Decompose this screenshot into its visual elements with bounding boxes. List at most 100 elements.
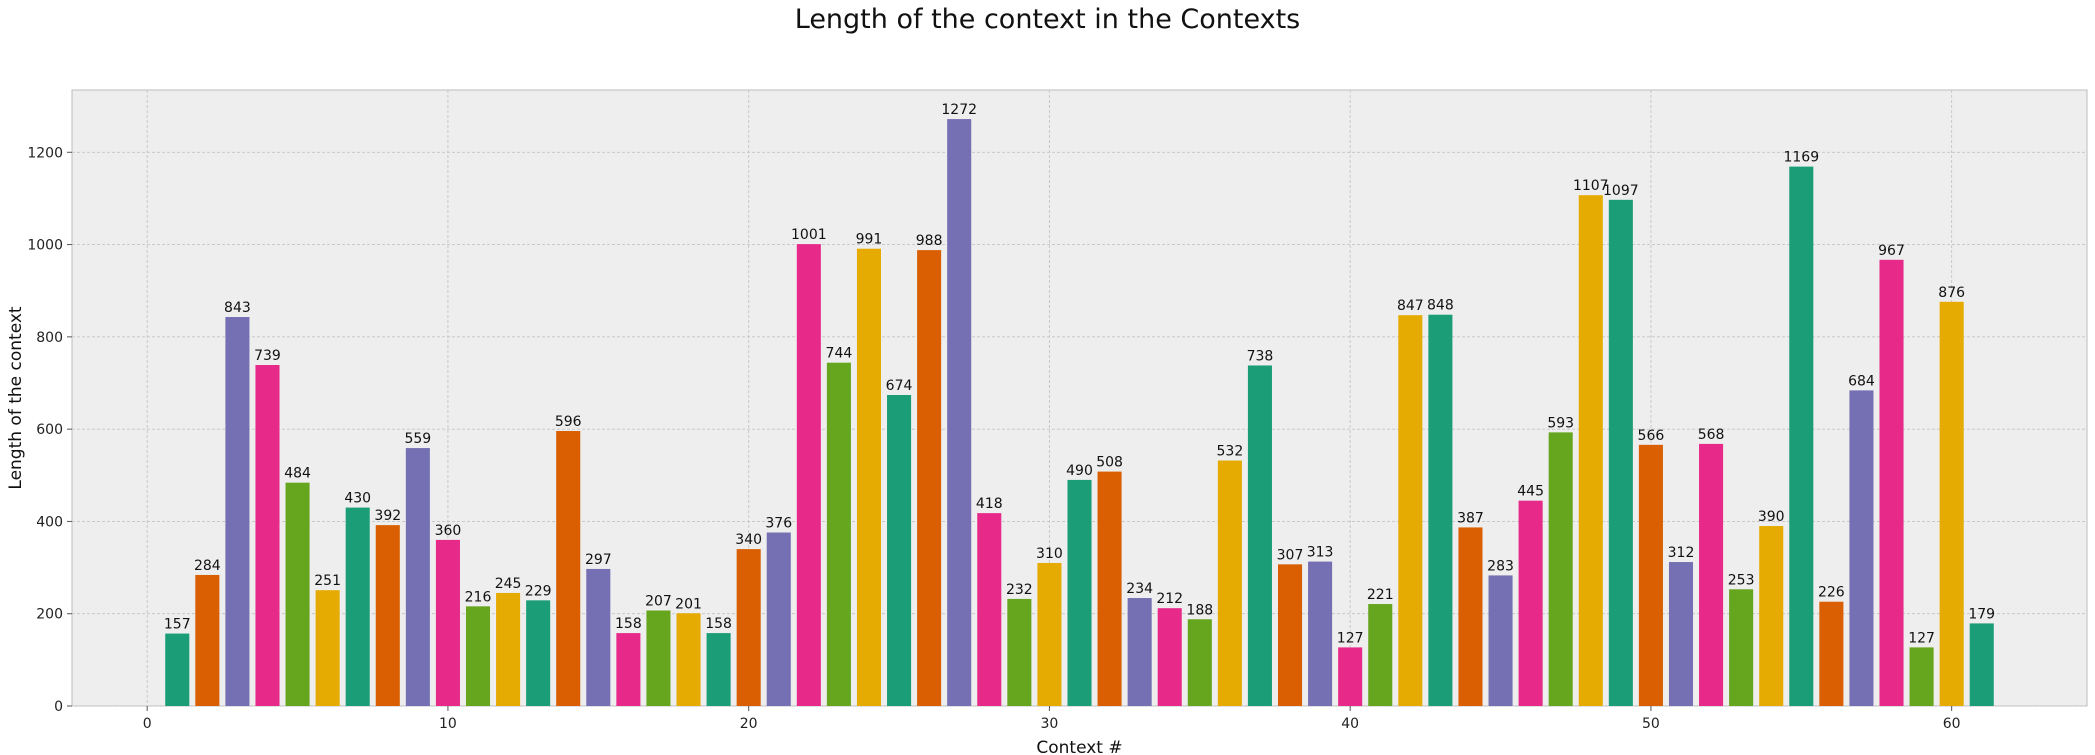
bars xyxy=(165,119,1994,707)
bar xyxy=(1067,479,1092,706)
data-label: 1097 xyxy=(1603,183,1639,199)
bar xyxy=(375,525,400,706)
data-label: 216 xyxy=(465,589,492,605)
bar xyxy=(616,633,641,706)
x-tick-label: 60 xyxy=(1943,716,1961,732)
y-axis-label: Length of the context xyxy=(6,306,26,490)
bar xyxy=(766,532,791,706)
bar xyxy=(195,574,220,706)
data-label: 847 xyxy=(1397,298,1424,314)
bar xyxy=(165,633,190,706)
data-label: 158 xyxy=(705,616,732,632)
data-label: 307 xyxy=(1277,547,1304,563)
data-label: 207 xyxy=(645,593,672,609)
bar xyxy=(315,590,340,706)
bar xyxy=(917,250,942,706)
y-tick-label: 1200 xyxy=(27,145,63,161)
y-tick-label: 400 xyxy=(36,514,63,530)
data-label: 310 xyxy=(1036,546,1063,562)
x-axis-label: Context # xyxy=(1036,738,1122,755)
y-tick-label: 1000 xyxy=(27,238,63,254)
bar xyxy=(856,248,882,706)
bar xyxy=(1187,619,1212,706)
bar xyxy=(1849,390,1874,706)
bar xyxy=(887,395,912,706)
bar xyxy=(1518,500,1543,706)
data-label: 532 xyxy=(1217,444,1244,460)
bar xyxy=(1939,301,1964,706)
x-tick-label: 40 xyxy=(1341,716,1359,732)
bar xyxy=(1277,564,1303,706)
bar xyxy=(1037,562,1062,706)
bar xyxy=(1458,527,1483,706)
bar xyxy=(526,600,551,706)
data-label: 1272 xyxy=(941,102,977,118)
data-label: 843 xyxy=(224,300,251,316)
y-tick-label: 200 xyxy=(36,607,63,623)
bar xyxy=(1217,460,1242,706)
bar xyxy=(1789,166,1814,706)
bar xyxy=(977,513,1002,706)
data-label: 226 xyxy=(1818,585,1845,601)
data-label: 127 xyxy=(1908,630,1935,646)
bar xyxy=(1759,526,1784,706)
data-label: 392 xyxy=(374,508,401,524)
bar xyxy=(556,430,581,706)
data-label: 158 xyxy=(615,616,642,632)
data-label: 430 xyxy=(344,491,371,507)
data-label: 674 xyxy=(886,378,913,394)
bar xyxy=(586,568,611,706)
data-label: 360 xyxy=(435,523,462,539)
data-label: 188 xyxy=(1186,602,1213,618)
bar xyxy=(345,507,370,706)
x-tick-label: 30 xyxy=(1041,716,1059,732)
x-tick-label: 20 xyxy=(740,716,758,732)
data-label: 340 xyxy=(735,532,762,548)
bar xyxy=(676,613,701,706)
bar xyxy=(1338,647,1363,706)
data-label: 418 xyxy=(976,496,1003,512)
bar xyxy=(947,119,972,707)
data-label: 559 xyxy=(404,431,431,447)
data-label: 284 xyxy=(194,558,221,574)
bar xyxy=(1127,598,1152,706)
data-label: 179 xyxy=(1968,606,1995,622)
data-label: 991 xyxy=(856,232,883,248)
data-label: 312 xyxy=(1668,545,1695,561)
bar xyxy=(1247,365,1272,706)
data-label: 232 xyxy=(1006,582,1033,598)
data-label: 876 xyxy=(1938,285,1965,301)
bar xyxy=(1488,575,1513,706)
bar xyxy=(826,362,851,706)
data-label: 1001 xyxy=(791,227,827,243)
data-label: 744 xyxy=(826,346,853,362)
x-tick-label: 50 xyxy=(1642,716,1660,732)
data-label: 229 xyxy=(525,583,552,599)
data-label: 739 xyxy=(254,348,281,364)
data-label: 253 xyxy=(1728,572,1755,588)
bar xyxy=(255,365,280,706)
x-tick-label: 0 xyxy=(143,716,152,732)
data-label: 738 xyxy=(1247,348,1274,364)
bar xyxy=(1548,432,1573,706)
bar xyxy=(1638,444,1663,706)
bar xyxy=(435,539,460,706)
bar xyxy=(1879,259,1904,706)
bar xyxy=(1398,315,1423,706)
data-label: 684 xyxy=(1848,373,1875,389)
data-label: 484 xyxy=(284,466,311,482)
data-label: 848 xyxy=(1427,298,1454,314)
data-label: 157 xyxy=(164,617,191,633)
data-label: 445 xyxy=(1517,484,1544,500)
data-label: 568 xyxy=(1698,427,1725,443)
bar xyxy=(225,317,250,706)
bar xyxy=(1308,561,1333,706)
bar xyxy=(465,606,491,706)
data-label: 508 xyxy=(1096,455,1123,471)
data-label: 313 xyxy=(1307,545,1334,561)
bar xyxy=(1699,443,1724,706)
y-tick-label: 0 xyxy=(54,699,63,715)
data-label: 201 xyxy=(675,596,702,612)
